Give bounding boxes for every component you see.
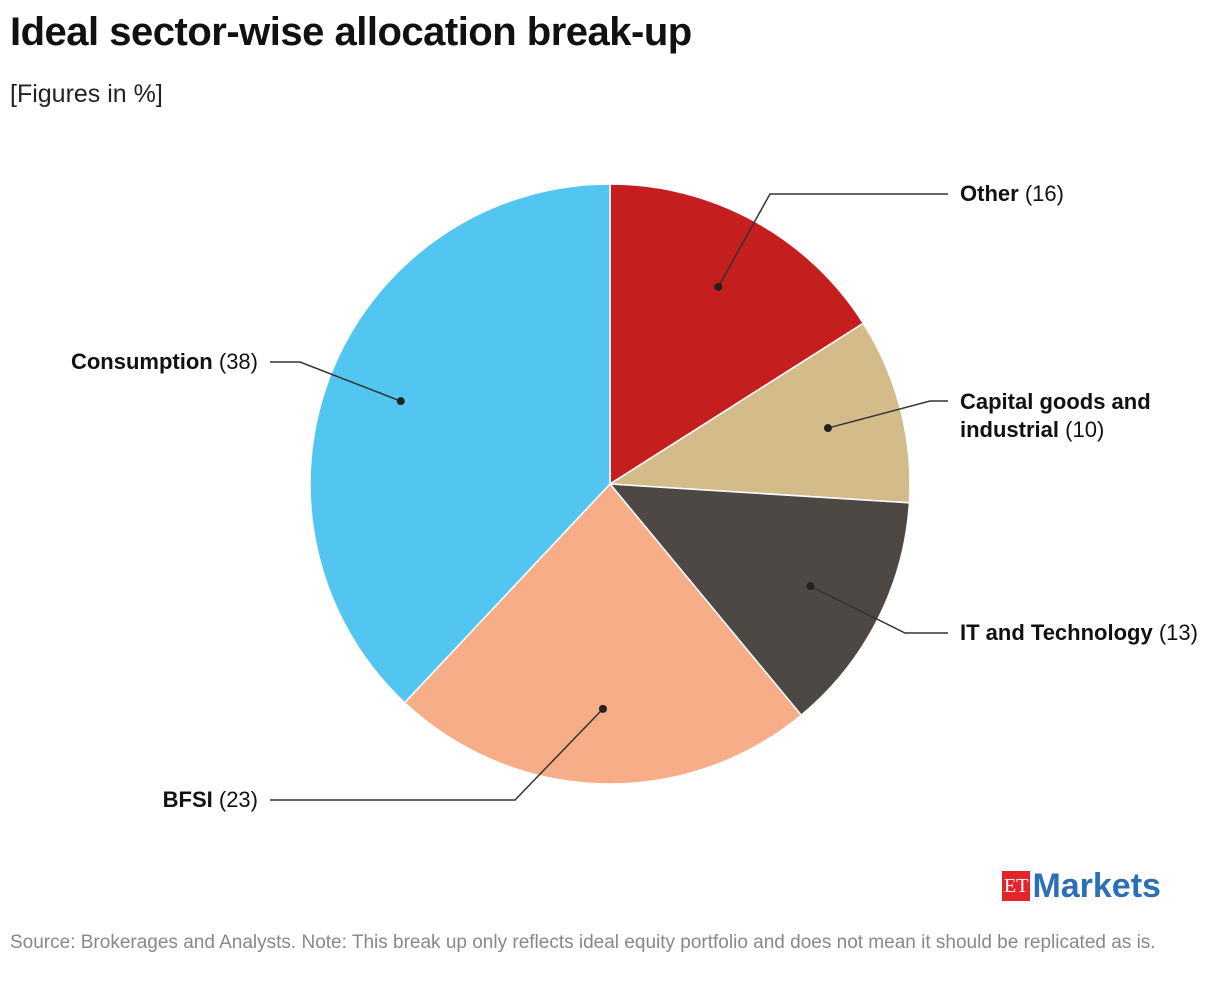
leader-dot — [396, 397, 405, 406]
category-label: IT and Technology — [960, 620, 1153, 645]
slice-label: Capital goods and industrial (10) — [960, 388, 1170, 444]
category-label: BFSI — [162, 787, 213, 812]
leader-line — [810, 585, 948, 634]
leader-dot — [714, 282, 723, 291]
logo-mark: ET — [1002, 871, 1031, 901]
leader-line — [827, 400, 948, 429]
leader-line — [717, 193, 948, 288]
value-label: (16) — [1024, 181, 1064, 206]
leader-dot — [806, 582, 815, 591]
value-label: (13) — [1158, 620, 1198, 645]
slice-label: Other (16) — [960, 180, 1064, 208]
leader-line — [270, 708, 604, 801]
leader-line — [270, 361, 402, 402]
value-label: (38) — [218, 349, 258, 374]
chart-subtitle: [Figures in %] — [10, 80, 163, 108]
pie-slice — [608, 483, 911, 717]
pie-slice — [403, 482, 803, 785]
slice-label: BFSI (23) — [163, 786, 258, 814]
logo-name: Markets — [1032, 866, 1161, 905]
leader-dot — [823, 424, 832, 433]
category-label: Capital goods and industrial — [960, 389, 1151, 442]
slice-label: IT and Technology (13) — [960, 619, 1198, 647]
value-label: (10) — [1065, 417, 1105, 442]
logo: ET Markets — [1002, 866, 1161, 905]
category-label: Other — [960, 181, 1019, 206]
category-label: Consumption — [70, 349, 213, 374]
value-label: (23) — [218, 787, 258, 812]
chart-title: Ideal sector-wise allocation break-up — [10, 10, 692, 54]
slice-label: Consumption (38) — [71, 348, 258, 376]
source-note: Source: Brokerages and Analysts. Note: T… — [10, 932, 1156, 953]
leader-dot — [598, 704, 607, 713]
